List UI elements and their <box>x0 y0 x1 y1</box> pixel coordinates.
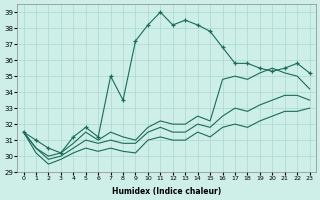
X-axis label: Humidex (Indice chaleur): Humidex (Indice chaleur) <box>112 187 221 196</box>
